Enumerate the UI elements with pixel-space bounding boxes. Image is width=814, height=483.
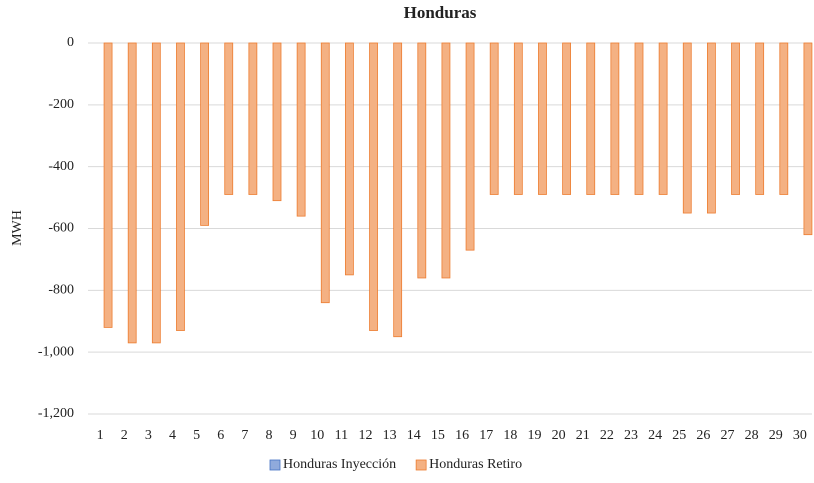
- bar: [731, 42, 740, 195]
- x-tick-label: 13: [383, 428, 397, 443]
- bar: [393, 42, 403, 338]
- x-tick-label: 18: [503, 428, 517, 443]
- bar: [344, 42, 354, 276]
- x-tick-label: 29: [769, 428, 783, 443]
- bar: [127, 42, 137, 344]
- x-tick-label: 1: [97, 428, 104, 443]
- bar: [248, 42, 258, 195]
- x-tick-label: 22: [600, 428, 614, 443]
- y-tick-label: 0: [67, 35, 74, 50]
- bar: [707, 42, 716, 214]
- bar: [513, 42, 523, 195]
- y-tick-label: -1,000: [38, 344, 74, 359]
- bar: [296, 42, 306, 217]
- bar: [103, 42, 113, 328]
- x-tick-label: 12: [359, 428, 373, 443]
- bar: [489, 42, 499, 195]
- bar: [272, 42, 282, 202]
- x-tick-label: 26: [696, 428, 710, 443]
- x-tick-label: 17: [479, 428, 493, 443]
- x-tick-label: 6: [217, 428, 224, 443]
- y-tick-label: -400: [48, 159, 74, 174]
- x-tick-label: 7: [241, 428, 248, 443]
- x-tick-label: 20: [552, 428, 566, 443]
- bar: [682, 42, 692, 214]
- legend-label: Honduras Inyección: [283, 457, 396, 472]
- bar: [610, 42, 620, 195]
- x-tick-label: 25: [672, 428, 686, 443]
- legend-swatch: [415, 459, 427, 471]
- bar: [417, 42, 427, 279]
- y-tick-label: -1,200: [38, 406, 74, 421]
- bar: [562, 42, 571, 195]
- x-tick-label: 23: [624, 428, 638, 443]
- legend-label: Honduras Retiro: [429, 457, 522, 472]
- x-tick-label: 21: [576, 428, 590, 443]
- x-tick-label: 10: [310, 428, 324, 443]
- x-tick-label: 24: [648, 428, 662, 443]
- y-tick-label: -200: [48, 97, 74, 112]
- x-tick-label: 28: [745, 428, 759, 443]
- y-axis-label: MWH: [10, 210, 25, 246]
- y-tick-label: -600: [48, 221, 74, 236]
- chart-title: Honduras: [404, 3, 477, 22]
- bar: [224, 42, 234, 195]
- bar: [200, 42, 210, 226]
- x-tick-label: 30: [793, 428, 807, 443]
- bar: [779, 42, 789, 195]
- bar: [755, 42, 765, 195]
- x-tick-label: 3: [145, 428, 152, 443]
- bar: [538, 42, 547, 195]
- x-tick-label: 15: [431, 428, 445, 443]
- bar: [176, 42, 185, 331]
- bar: [369, 42, 378, 331]
- x-tick-label: 11: [335, 428, 348, 443]
- x-tick-label: 4: [169, 428, 176, 443]
- x-tick-label: 27: [721, 428, 735, 443]
- x-tick-label: 5: [193, 428, 200, 443]
- bar: [441, 42, 451, 279]
- bar: [803, 42, 813, 236]
- x-tick-label: 2: [121, 428, 128, 443]
- bar: [658, 42, 668, 195]
- x-tick-label: 19: [527, 428, 541, 443]
- bar: [320, 42, 330, 304]
- x-tick-label: 14: [407, 428, 421, 443]
- y-tick-label: -800: [48, 283, 74, 298]
- x-tick-label: 9: [290, 428, 297, 443]
- x-tick-label: 8: [266, 428, 273, 443]
- bar: [151, 42, 161, 344]
- bar: [465, 42, 475, 251]
- x-tick-label: 16: [455, 428, 469, 443]
- bar: [634, 42, 644, 195]
- legend-swatch: [269, 459, 281, 471]
- bar: [586, 42, 596, 195]
